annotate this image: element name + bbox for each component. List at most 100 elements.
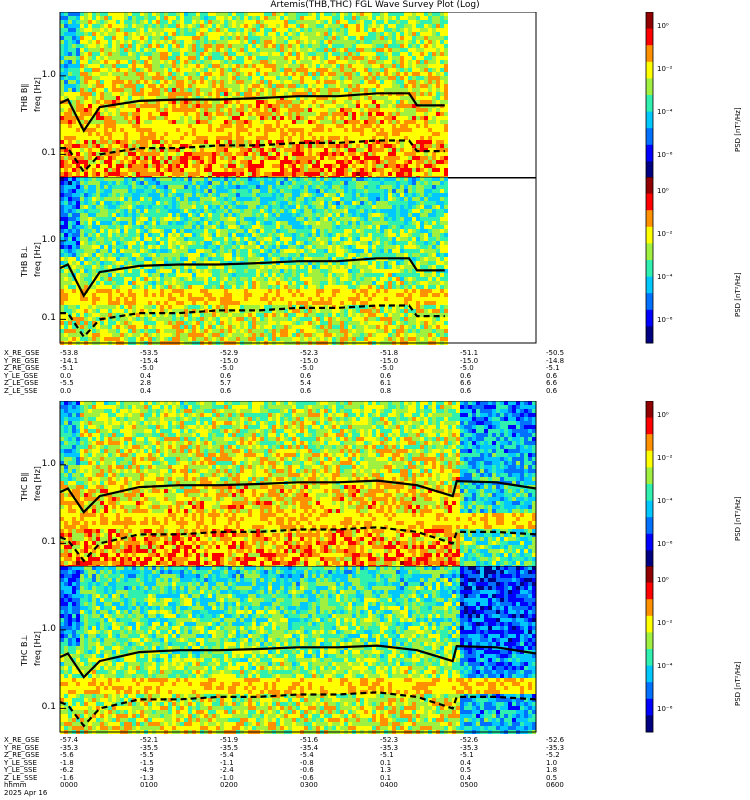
orbit-thc-value: -5.4: [220, 751, 234, 759]
orbit-thb-value: -5.0: [220, 364, 234, 372]
y-axis-label: freq [Hz]: [33, 466, 42, 501]
orbit-thc-value: 0.5: [460, 766, 472, 774]
orbit-thc-value: -1.5: [140, 758, 154, 767]
spectrogram-cells: [60, 177, 448, 345]
y-axis-label: freq [Hz]: [33, 77, 42, 112]
colorbar-label: PSD [nT²/Hz]: [734, 496, 742, 541]
orbit-thb-value: 0.6: [220, 386, 232, 395]
spectrogram-panel-2: [59, 177, 654, 345]
orbit-thc-value: -1.0: [220, 773, 234, 782]
orbit-thb-value: 0.6: [460, 386, 472, 395]
y-tick-label: 0.1: [41, 148, 56, 159]
orbit-thc-value: -35.3: [380, 743, 399, 752]
lower-line: [59, 691, 537, 728]
orbit-thb-value: -51.1: [460, 349, 479, 357]
orbit-thc-value: -35.3: [546, 743, 565, 752]
upper-line: [59, 257, 445, 298]
lower-line: [59, 526, 537, 563]
orbit-thb-value: 0.6: [220, 371, 232, 380]
orbit-thb-value: 0.4: [140, 371, 152, 380]
colorbar-tick-label: 10⁰: [657, 411, 669, 420]
orbit-thc-value: -2.4: [220, 766, 234, 774]
time-tick-label: 0600: [546, 781, 564, 789]
orbit-thb-row-label: Z_LE_GSE: [4, 379, 39, 387]
orbit-thb-value: -15.0: [380, 356, 399, 365]
orbit-thc-value: -52.1: [140, 736, 159, 744]
orbit-thc-row-label: X_RE_GSE: [4, 736, 40, 744]
colorbar-tick-label: 10⁻²: [657, 65, 673, 74]
orbit-thc-value: -35.5: [140, 743, 159, 752]
colorbar: [645, 566, 654, 733]
colorbar-tick-label: 10⁻²: [657, 454, 673, 463]
orbit-thc-value: 1.0: [546, 758, 558, 767]
orbit-thb-row-label: Z_RE_GSE: [4, 364, 40, 372]
colorbar-tick-label: 10⁻⁶: [657, 540, 673, 549]
time-tick-label: 0300: [300, 781, 318, 789]
orbit-thc-value: -52.6: [460, 736, 479, 744]
plot-frame: [59, 566, 537, 733]
orbit-thc-value: -6.2: [60, 766, 74, 774]
orbit-thc-value: -51.9: [220, 736, 239, 744]
colorbar-tick-label: 10⁻⁴: [657, 108, 673, 117]
colorbar-tick-label: 10⁰: [657, 187, 669, 196]
orbit-thb-value: 0.6: [300, 386, 312, 395]
colorbar-tick-label: 10⁰: [657, 576, 669, 585]
orbit-thb-value: 0.6: [460, 371, 472, 380]
colorbar-label: PSD [nT²/Hz]: [734, 661, 742, 706]
colorbar-label: PSD [nT²/Hz]: [734, 272, 742, 317]
orbit-thc-value: -1.1: [220, 758, 234, 767]
orbit-thc-value: -5.4: [300, 751, 314, 759]
plot-frame: [59, 177, 537, 344]
orbit-thc-value: -4.9: [140, 766, 154, 774]
orbit-thc-value: 1.3: [380, 766, 392, 774]
colorbar-tick-label: 10⁻⁴: [657, 273, 673, 282]
orbit-thb-value: -15.0: [220, 356, 239, 365]
orbit-thc-value: -1.6: [60, 773, 74, 782]
orbit-thb-value: -15.0: [460, 356, 479, 365]
orbit-thc-value: -0.6: [300, 773, 314, 782]
orbit-thc-value: 1.8: [546, 766, 558, 774]
spectrogram-panel-1: [59, 12, 654, 180]
orbit-thb-value: -5.0: [460, 364, 474, 372]
orbit-thb-value: -14.8: [546, 356, 565, 365]
orbit-thb-value: 5.7: [220, 379, 232, 387]
orbit-thb-value: -53.8: [60, 349, 79, 357]
y-axis-label: freq [Hz]: [33, 631, 42, 666]
colorbar: [645, 12, 654, 179]
colorbar: [645, 401, 654, 568]
orbit-thb-value: -5.1: [60, 364, 74, 372]
orbit-thb-value: -51.8: [380, 349, 399, 357]
orbit-thb-value: 2.8: [140, 379, 152, 387]
colorbar-tick-label: 10⁻⁶: [657, 151, 673, 160]
orbit-thb-row-label: Y_LE_GSE: [4, 371, 38, 380]
orbit-thb-value: 0.0: [60, 386, 72, 395]
panel-label: THB B⊥: [20, 245, 29, 277]
orbit-thc-value: 0.4: [460, 773, 472, 782]
orbit-thc-value: 0.1: [380, 758, 392, 767]
lower-line: [60, 139, 445, 174]
colorbar-tick-label: 10⁻⁴: [657, 497, 673, 506]
orbit-thb-value: 6.6: [460, 379, 472, 387]
upper-line: [59, 479, 537, 514]
time-tick-label: 0100: [140, 781, 158, 789]
orbit-thc-value: -51.6: [300, 736, 319, 744]
orbit-thc-value: 0.1: [380, 773, 392, 782]
orbit-thb-value: -53.5: [140, 349, 159, 357]
orbit-thc-value: -35.3: [460, 743, 479, 752]
date-label: 2025 Apr 16: [4, 789, 48, 797]
orbit-thc-value: -0.6: [300, 766, 314, 774]
orbit-thc-row-label: Y_LE_SSE: [4, 758, 37, 767]
orbit-thc-value: -5.2: [546, 751, 560, 759]
upper-line: [59, 92, 445, 133]
colorbar-tick-label: 10⁻⁶: [657, 705, 673, 714]
orbit-thc-value: -52.3: [380, 736, 399, 744]
y-tick-label: 1.0: [41, 69, 56, 80]
orbit-thb-row-label: Y_RE_GSE: [4, 356, 39, 365]
orbit-thb-value: 0.8: [380, 386, 392, 395]
orbit-thc-value: -0.8: [300, 758, 314, 767]
orbit-thb-value: -50.5: [546, 349, 565, 357]
time-tick-label: 0500: [460, 781, 478, 789]
colorbar: [645, 177, 654, 344]
orbit-thc-value: -5.5: [140, 751, 154, 759]
time-tick-label: 0200: [220, 781, 238, 789]
